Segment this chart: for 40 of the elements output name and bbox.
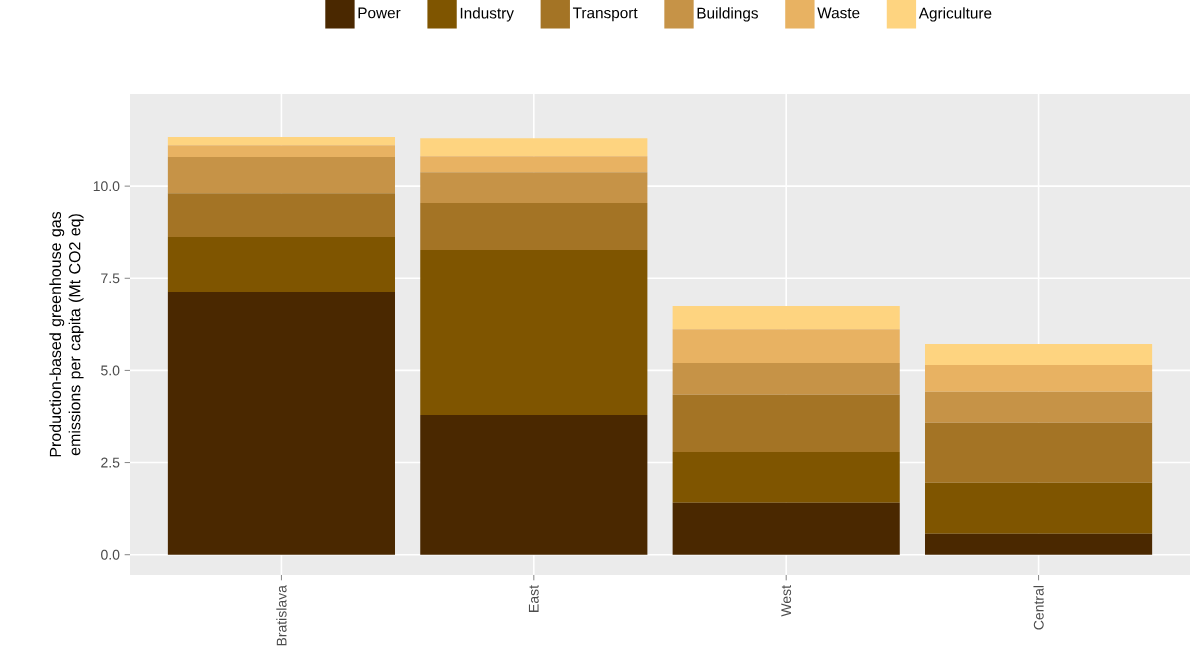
bar [672, 451, 900, 503]
x-tick-label: Bratislava [276, 585, 287, 646]
bar [167, 157, 396, 194]
legend-label: Industry [460, 7, 514, 22]
legend-label: Buildings [697, 7, 758, 22]
bar [420, 415, 648, 555]
x-tick-label: East [528, 585, 539, 612]
bar [420, 249, 648, 416]
bar [925, 482, 1153, 534]
bar [925, 422, 1153, 483]
bar [925, 533, 1153, 555]
legend-label: Waste [817, 7, 860, 19]
y-tick-label: 10.0 [93, 181, 120, 192]
legend-label: Transport [572, 7, 638, 22]
legend-label: Power [358, 7, 401, 19]
bar [167, 145, 396, 158]
bar [925, 364, 1153, 392]
y-tick-label: 2.5 [101, 457, 120, 468]
bar [672, 305, 900, 330]
bar [420, 138, 648, 157]
legend-label: Agriculture [918, 7, 992, 22]
bar [925, 391, 1153, 423]
bar [167, 137, 396, 146]
bar [925, 343, 1153, 365]
y-axis-title: Production-based greenhouse gas emissions per capita (Mt CO2 eq) [49, 211, 84, 457]
bar [672, 502, 900, 555]
bar [167, 237, 396, 292]
y-tick-label: 5.0 [101, 365, 120, 376]
bar [420, 156, 648, 173]
x-tick-label: Central [1033, 585, 1044, 630]
bar [672, 394, 900, 452]
bar [167, 193, 396, 237]
bar [672, 329, 900, 364]
x-tick-label: West [781, 585, 792, 617]
y-tick-label: 0.0 [101, 549, 120, 560]
bar [420, 172, 648, 204]
y-tick-label: 7.5 [101, 273, 120, 284]
bar [167, 291, 396, 555]
bar [672, 363, 900, 395]
bar [420, 203, 648, 250]
